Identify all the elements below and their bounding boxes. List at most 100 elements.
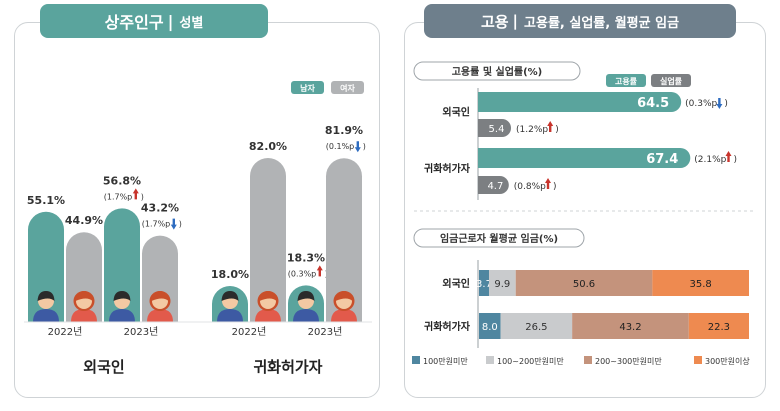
change-label-0-1-female: (1.7%p xyxy=(142,220,171,229)
legend-unemployment-label: 실업률 xyxy=(660,76,683,86)
wage-label-1-0: 8.0 xyxy=(482,322,498,333)
employment-bar-1 xyxy=(478,148,691,168)
population-banner-subtitle: 성별 xyxy=(179,15,204,31)
legend-unemployment-swatch xyxy=(651,74,691,87)
wage-segment-0-3 xyxy=(652,270,749,296)
legend-female-swatch xyxy=(331,81,364,94)
employment-arrow-1 xyxy=(725,151,732,162)
wage-row-label-1: 귀화허가자 xyxy=(424,320,471,333)
unemployment-change-1: (0.8%p xyxy=(514,182,546,192)
change-close-0-1-female: ) xyxy=(179,220,182,229)
bar-0-0-male xyxy=(28,211,64,322)
wage-label-0-3: 35.8 xyxy=(690,279,712,290)
wage-segment-1-3 xyxy=(688,313,749,339)
employment-arrow-0 xyxy=(716,98,723,109)
value-label-0-0-female: 44.9% xyxy=(65,214,103,227)
change-close-0-1-male: ) xyxy=(141,192,144,201)
group-label-0: 외국인 xyxy=(83,358,124,376)
employment-title: 고용률 및 실업률(%) xyxy=(452,65,543,78)
employment-title-pill xyxy=(413,61,581,81)
unemployment-close-1: ) xyxy=(553,182,557,192)
bar-0-1-male xyxy=(104,208,140,322)
unemployment-value-0: 5.4 xyxy=(489,124,505,135)
wage-label-0-1: 9.9 xyxy=(494,279,510,290)
employment-change-1: (2.1%p xyxy=(694,155,726,165)
wage-legend-label-0: 100만원미만 xyxy=(423,357,468,366)
unemployment-arrow-1 xyxy=(545,178,552,189)
wage-legend-swatch-2 xyxy=(584,356,592,364)
wage-legend-swatch-1 xyxy=(486,356,494,364)
change-arrow-1-1-female xyxy=(354,141,361,153)
person-1-1-male-hair-top xyxy=(297,291,315,301)
wage-label-1-3: 22.3 xyxy=(708,322,730,333)
person-1-1-male-body xyxy=(293,309,319,322)
employment-banner-subtitle: 고용률, 실업률, 월평균 임금 xyxy=(524,15,680,31)
employment-banner-divider: | xyxy=(512,12,519,30)
wage-label-1-2: 43.2 xyxy=(619,322,641,333)
person-0-0-female-hair-top xyxy=(75,291,93,301)
year-label-0-1: 2023년 xyxy=(124,326,159,338)
legend-female-label: 여자 xyxy=(340,83,355,93)
wage-segment-0-1 xyxy=(488,270,516,296)
person-0-1-female-body xyxy=(147,309,173,322)
wage-segment-0-2 xyxy=(515,270,653,296)
population-banner-title: 상주인구 xyxy=(104,13,164,32)
employment-close-1: ) xyxy=(734,155,738,165)
bar-1-1-female xyxy=(326,158,362,322)
person-0-0-female-body xyxy=(71,309,97,322)
wage-legend-label-1: 100~200만원미만 xyxy=(497,357,564,366)
employment-banner: 고용 | 고용률, 실업률, 월평균 임금 xyxy=(424,4,736,38)
wage-legend-swatch-3 xyxy=(694,356,702,364)
person-1-0-male-hair-top xyxy=(221,291,239,301)
year-label-1-0: 2022년 xyxy=(232,326,267,338)
value-label-0-0-male: 55.1% xyxy=(27,194,65,207)
person-1-0-female-body xyxy=(255,309,281,322)
wage-segment-1-0 xyxy=(479,313,501,339)
population-banner: 상주인구 | 성별 xyxy=(40,4,268,38)
employment-row-label-0: 외국인 xyxy=(442,106,470,119)
person-1-0-male-body xyxy=(217,309,243,322)
person-0-1-male-hair-top xyxy=(113,291,131,301)
person-0-0-male-hair-top xyxy=(37,291,55,301)
employment-value-1: 67.4 xyxy=(646,152,678,167)
bar-1-0-female xyxy=(250,158,286,322)
unemployment-arrow-0 xyxy=(547,121,554,132)
change-label-1-1-female: (0.1%p xyxy=(326,142,355,151)
person-1-1-female-hair-top xyxy=(335,291,353,301)
group-label-1: 귀화허가자 xyxy=(253,358,322,376)
change-arrow-1-1-male xyxy=(316,265,323,277)
legend-employment-swatch xyxy=(606,74,646,87)
unemployment-change-0: (1.2%p xyxy=(516,125,548,135)
value-label-0-1-male: 56.8% xyxy=(103,174,141,187)
value-label-1-1-male: 18.3% xyxy=(287,251,325,264)
wage-title: 임금근로자 월평균 임금(%) xyxy=(440,232,558,245)
wage-title-pill xyxy=(413,228,585,248)
employment-value-0: 64.5 xyxy=(637,96,669,111)
change-close-1-1-female: ) xyxy=(363,142,366,151)
employment-bar-0 xyxy=(478,92,682,112)
population-banner-divider: | xyxy=(167,11,174,31)
wage-segment-0-0 xyxy=(479,270,489,296)
wage-legend-label-3: 300만원이상 xyxy=(705,356,750,366)
unemployment-bar-1 xyxy=(478,176,509,194)
employment-row-label-1: 귀화허가자 xyxy=(424,162,471,175)
change-arrow-0-1-female xyxy=(170,218,177,230)
legend-male-swatch xyxy=(291,81,324,94)
year-label-0-0: 2022년 xyxy=(48,326,83,338)
change-label-0-1-male: (1.7%p xyxy=(104,192,133,201)
wage-legend-swatch-0 xyxy=(412,356,420,364)
person-0-1-male-body xyxy=(109,309,135,322)
person-1-0-female-hair-top xyxy=(259,291,277,301)
person-1-1-female-body xyxy=(331,309,357,322)
unemployment-close-0: ) xyxy=(555,125,559,135)
value-label-0-1-female: 43.2% xyxy=(141,202,179,215)
wage-segment-1-1 xyxy=(500,313,573,339)
employment-close-0: ) xyxy=(724,99,728,109)
wage-label-0-2: 50.6 xyxy=(573,279,595,290)
wage-segment-1-2 xyxy=(572,313,689,339)
unemployment-value-1: 4.7 xyxy=(487,181,503,192)
year-label-1-1: 2023년 xyxy=(308,326,343,338)
wage-label-0-0: 3.7 xyxy=(476,279,492,290)
legend-employment-label: 고용률 xyxy=(615,76,638,86)
